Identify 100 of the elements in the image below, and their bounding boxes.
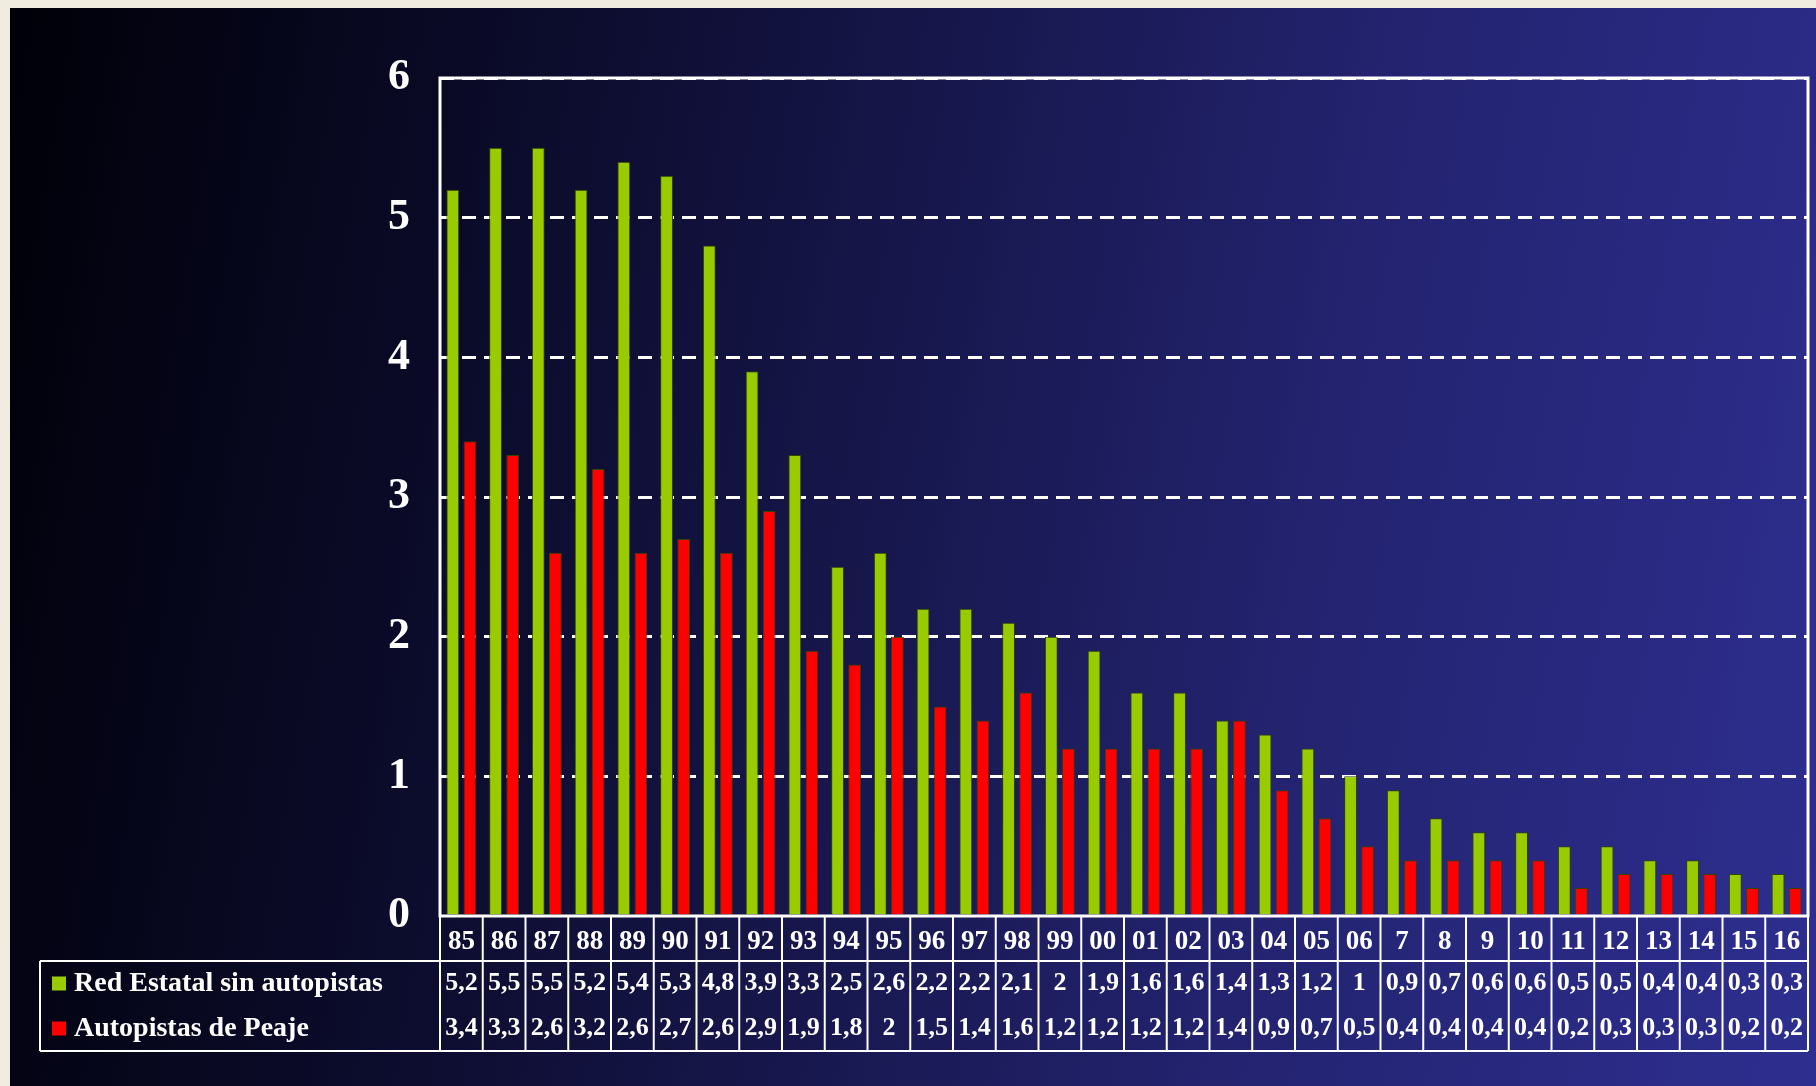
x-tick-label: 98 (1003, 925, 1031, 956)
data-label: 0,4 (1513, 1012, 1547, 1042)
data-label: 4,8 (701, 967, 735, 997)
data-label: 5,2 (573, 967, 606, 997)
data-label: 0,5 (1556, 967, 1590, 997)
data-label: 2,9 (744, 1012, 777, 1042)
x-tick-label: 99 (1046, 925, 1074, 956)
data-label: 3,4 (445, 1012, 478, 1042)
x-tick-label: 7 (1395, 925, 1409, 956)
data-label: 3,9 (744, 967, 777, 997)
x-tick-label: 16 (1773, 925, 1801, 956)
data-label: 1,2 (1043, 1012, 1077, 1042)
data-label: 1,2 (1086, 1012, 1119, 1042)
x-tick-label: 97 (960, 925, 988, 956)
y-tick-label: 1 (388, 748, 410, 798)
x-tick-label: 02 (1174, 925, 1202, 956)
data-label: 5,5 (530, 967, 564, 997)
x-tick-label: 01 (1131, 925, 1159, 956)
data-label: 5,2 (445, 967, 478, 997)
data-label: 0,9 (1385, 967, 1419, 997)
data-label: 1,6 (1171, 967, 1205, 997)
data-label: 1,4 (1214, 967, 1248, 997)
x-tick-label: 03 (1217, 925, 1245, 956)
data-label: 1,3 (1257, 967, 1290, 997)
x-tick-label: 9 (1480, 925, 1495, 956)
data-label: 0,3 (1684, 1012, 1718, 1042)
x-tick-label: 04 (1260, 925, 1288, 956)
data-label: 3,3 (787, 967, 820, 997)
data-label: 1,2 (1171, 1012, 1205, 1042)
x-tick-label: 05 (1302, 925, 1330, 956)
data-label: 0,7 (1300, 1012, 1333, 1042)
x-tick-label: 94 (832, 925, 860, 956)
data-label: 1,9 (1086, 967, 1119, 997)
data-label: 2,6 (530, 1012, 564, 1042)
x-tick-label: 13 (1644, 925, 1672, 956)
data-label: 1,6 (1129, 967, 1162, 997)
data-label: 2,1 (1000, 967, 1034, 997)
legend-label: Autopistas de Peaje (74, 1010, 309, 1042)
x-tick-label: 86 (490, 925, 518, 956)
data-label: 2 (882, 1012, 896, 1042)
data-label: 5,3 (658, 967, 692, 997)
data-label: 1 (1352, 967, 1366, 997)
x-tick-label: 15 (1730, 925, 1758, 956)
data-label: 0,3 (1642, 1012, 1675, 1042)
x-tick-label: 90 (661, 925, 689, 956)
x-tick-label: 88 (576, 925, 604, 956)
data-label: 0,4 (1684, 967, 1718, 997)
data-label: 1,2 (1129, 1012, 1162, 1042)
data-label: 1,2 (1300, 967, 1333, 997)
data-label: 3,3 (487, 1012, 521, 1042)
data-label: 0,4 (1642, 967, 1675, 997)
data-label: 0,3 (1727, 967, 1761, 997)
data-label: 0,7 (1428, 967, 1461, 997)
x-tick-label: 85 (447, 925, 475, 956)
data-label: 5,5 (487, 967, 521, 997)
data-label: 2,2 (915, 967, 948, 997)
data-label: 0,2 (1770, 1012, 1803, 1042)
data-label: 5,4 (616, 967, 649, 997)
y-tick-label: 3 (388, 469, 410, 519)
data-label: 0,6 (1513, 967, 1547, 997)
data-label: 2,5 (829, 967, 863, 997)
legend-label: Red Estatal sin autopistas (74, 965, 383, 997)
data-label: 1,9 (787, 1012, 820, 1042)
x-tick-label: 95 (875, 925, 903, 956)
x-tick-label: 8 (1437, 925, 1452, 956)
data-label: 3,2 (573, 1012, 606, 1042)
data-label: 2,6 (872, 967, 906, 997)
x-tick-label: 11 (1560, 925, 1586, 956)
data-label: 2,6 (616, 1012, 649, 1042)
data-label: 0,2 (1727, 1012, 1761, 1042)
data-label: 2,6 (701, 1012, 735, 1042)
data-label: 0,6 (1471, 967, 1504, 997)
data-label: 1,4 (958, 1012, 991, 1042)
x-tick-label: 87 (533, 925, 561, 956)
data-label: 2 (1053, 967, 1067, 997)
data-label: 0,5 (1599, 967, 1632, 997)
y-tick-label: 0 (388, 888, 410, 938)
data-label: 1,5 (915, 1012, 948, 1042)
x-tick-label: 00 (1089, 925, 1117, 956)
data-label: 0,5 (1342, 1012, 1376, 1042)
data-label: 0,4 (1385, 1012, 1419, 1042)
x-tick-label: 89 (618, 925, 646, 956)
data-label: 1,6 (1000, 1012, 1034, 1042)
y-tick-label: 6 (388, 50, 410, 100)
data-label: 0,3 (1599, 1012, 1632, 1042)
x-tick-label: 12 (1602, 925, 1630, 956)
data-label: 2,7 (658, 1012, 692, 1042)
x-tick-label: 91 (704, 925, 732, 956)
x-tick-label: 92 (747, 925, 775, 956)
x-tick-label: 96 (918, 925, 946, 956)
y-tick-label: 5 (388, 190, 410, 240)
x-tick-label: 93 (789, 925, 817, 956)
y-tick-label: 2 (388, 609, 410, 659)
data-label: 0,2 (1556, 1012, 1590, 1042)
data-label: 0,9 (1257, 1012, 1290, 1042)
data-label: 0,3 (1770, 967, 1803, 997)
data-label: 1,4 (1214, 1012, 1248, 1042)
data-label: 0,4 (1428, 1012, 1461, 1042)
x-tick-label: 10 (1516, 925, 1544, 956)
data-label: 0,4 (1471, 1012, 1504, 1042)
